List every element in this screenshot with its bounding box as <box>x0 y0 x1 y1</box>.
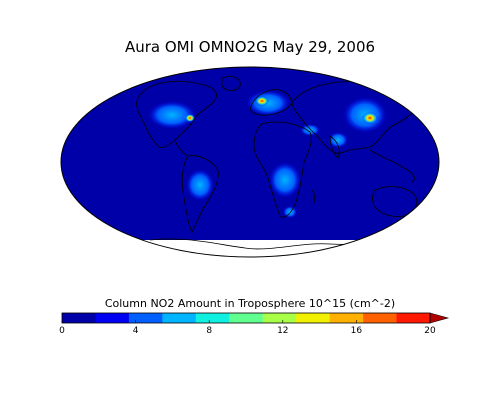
coast-greenland <box>221 76 241 91</box>
colorbar-bin <box>396 313 431 323</box>
colorbar-tick-label: 16 <box>350 326 363 336</box>
colorbar-frame <box>61 312 431 324</box>
colorbar-bin <box>128 313 163 323</box>
map-title: Aura OMI OMNO2G May 29, 2006 <box>124 38 376 56</box>
coastlines <box>136 76 419 250</box>
coast-central-america <box>174 139 189 157</box>
globe <box>61 67 439 257</box>
coast-southeast-asia <box>369 149 415 183</box>
globe-background <box>61 67 439 257</box>
no2-region-south-africa <box>283 206 297 218</box>
no2-hotspot-us-east <box>185 114 195 122</box>
colorbar-tick-marks <box>61 320 431 323</box>
colorbar-tick-label: 8 <box>206 326 213 336</box>
no2-hotspot-east-china <box>362 112 378 124</box>
globe-outline <box>60 66 440 258</box>
colorbar-tick-label: 20 <box>424 326 436 336</box>
colorbar-bin <box>95 313 130 323</box>
colorbar-tick-label: 12 <box>277 326 289 336</box>
no2-region-middle-east <box>300 124 320 136</box>
coast-australia <box>372 186 418 217</box>
colorbar-bin <box>62 313 96 323</box>
no2-region-central-africa <box>269 162 301 198</box>
colorbar-bin <box>363 313 397 323</box>
no2-region-south-america <box>186 169 214 201</box>
colorbar-bin <box>296 313 330 323</box>
colorbar-bin <box>162 313 197 323</box>
colorbar-bin <box>262 313 297 323</box>
missing-data-region <box>61 240 439 257</box>
no2-hotspot-europe <box>255 96 269 106</box>
colorbar-bin <box>229 313 264 323</box>
coast-north-america <box>136 80 217 148</box>
colorbar-bins <box>62 313 431 323</box>
coast-indian-subcontinent <box>329 135 340 159</box>
colorbar-tick-label: 4 <box>132 326 139 336</box>
coast-south-america <box>181 155 219 233</box>
colorbar-bin <box>195 313 230 323</box>
colorbar-label: Column NO2 Amount in Troposphere 10^15 (… <box>104 297 396 310</box>
coast-africa <box>253 121 312 218</box>
no2-region-north-america <box>148 101 196 129</box>
colorbar-tick-label: 0 <box>59 326 65 336</box>
no2-region-india <box>328 132 348 148</box>
colorbar-extend-arrow <box>429 312 450 324</box>
colorbar <box>61 312 450 324</box>
colorbar-bin <box>329 313 364 323</box>
coast-madagascar <box>311 189 316 205</box>
